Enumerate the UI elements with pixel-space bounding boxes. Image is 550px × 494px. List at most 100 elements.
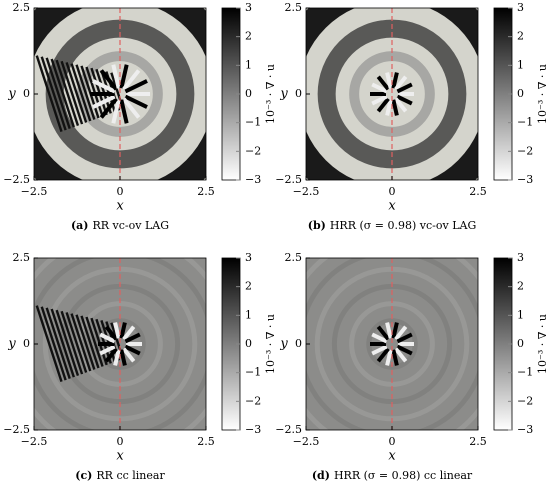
field-burst [92,79,116,94]
field-burst [124,344,141,356]
field-burst [391,99,399,116]
colorbar-tick-label: 0 [517,87,524,100]
caption: (d) HRR (σ = 0.98) cc linear [312,469,473,482]
field-burst [122,97,141,119]
field-stripe [95,68,112,114]
x-axis-label: x [116,449,124,464]
field-burst [104,325,118,341]
field-ring [366,318,418,370]
caption-text: HRR (σ = 0.98) vc-ov LAG [330,219,476,232]
colorbar-label: 10⁻³ · ∇ · u [264,64,277,124]
field-stripe [55,309,80,376]
y-tick-label: −2.5 [3,423,30,436]
field-burst [119,349,127,366]
field-stripe [95,318,112,364]
colorbar-label: 10⁻³ · ∇ · u [264,314,277,374]
x-axis-label: x [388,199,396,214]
field-burst [122,325,136,341]
field-stripe [65,62,88,123]
field-ring [94,318,146,370]
colorbar-tick-label: 3 [517,251,524,264]
x-tick-label: 2.5 [469,435,487,448]
colorbar-tick-label: −3 [517,423,533,436]
field-burst [376,75,390,91]
x-tick-label: 0 [389,435,396,448]
colorbar-tick-label: 3 [517,1,524,14]
field-ring [77,301,163,387]
field-burst [376,347,390,363]
field-burst [385,349,393,366]
field-burst [371,344,388,356]
x-tick-label: 0 [117,185,124,198]
colorbar-label: 10⁻³ · ∇ · u [536,314,549,374]
x-tick-label: −2.5 [293,185,320,198]
colorbar-tick-label: 0 [517,337,524,350]
field-stripe [50,308,75,378]
colorbar-tick-label: −2 [517,144,533,157]
y-tick-label: 0 [295,337,302,350]
colorbar-tick-label: −2 [245,394,261,407]
colorbar-tick-label: 1 [245,58,252,71]
field-stripe [45,307,71,379]
field-burst [119,322,127,339]
x-tick-label: −2.5 [293,435,320,448]
y-tick-label: 0 [23,87,30,100]
field-burst [394,75,408,91]
colorbar-tick-label: 2 [245,30,252,43]
x-tick-label: 2.5 [197,185,215,198]
x-tick-label: −2.5 [21,435,48,448]
field-burst [394,347,408,363]
y-tick-label: −2.5 [275,173,302,186]
field-burst [396,344,413,356]
field-burst [92,94,116,109]
field-burst [99,344,116,356]
colorbar-tick-label: 2 [517,280,524,293]
field-stripe [70,63,92,122]
field-stripe [55,59,80,126]
field-burst [99,97,118,119]
x-tick-label: 2.5 [197,435,215,448]
colorbar-tick-label: 0 [245,87,252,100]
caption-label: (a) [71,219,89,232]
caption-label: (b) [308,219,326,232]
field-stripe [50,58,75,128]
y-tick-label: 2.5 [13,1,31,14]
y-axis-label: y [7,337,16,352]
field-burst [111,64,121,89]
y-axis-label: y [279,337,288,352]
field-burst [396,332,413,344]
caption-label: (d) [312,469,330,482]
field-burst [113,349,121,366]
field-stripe [60,60,84,125]
field-stripe [45,57,71,129]
field-stripe [75,314,96,370]
colorbar-tick-label: 3 [245,251,252,264]
colorbar-tick-label: −1 [245,116,261,129]
field-burst [385,72,393,89]
field-burst [99,69,118,91]
colorbar-tick-label: −1 [517,116,533,129]
field-stripe [60,310,84,375]
colorbar-tick-label: 2 [245,280,252,293]
colorbar-tick-label: 1 [517,58,524,71]
colorbar-tick-label: −3 [245,423,261,436]
field-burst [385,99,393,116]
field-burst [394,97,408,113]
colorbar-tick-label: −1 [245,366,261,379]
y-tick-label: 2.5 [285,251,303,264]
field-burst [119,64,129,89]
field-stripe [70,313,92,372]
field-burst [391,72,399,89]
y-axis-label: y [7,87,16,102]
field-burst [124,79,148,94]
colorbar-tick-label: −2 [517,394,533,407]
caption: (a) RR vc-ov LAG [71,219,169,232]
colorbar-tick-label: −1 [517,366,533,379]
colorbar-tick-label: −2 [245,144,261,157]
field-stripe [40,306,67,381]
caption: (b) HRR (σ = 0.98) vc-ov LAG [308,219,477,232]
field-stripe [40,56,67,131]
field-burst [385,322,393,339]
field-stripe [35,305,63,383]
